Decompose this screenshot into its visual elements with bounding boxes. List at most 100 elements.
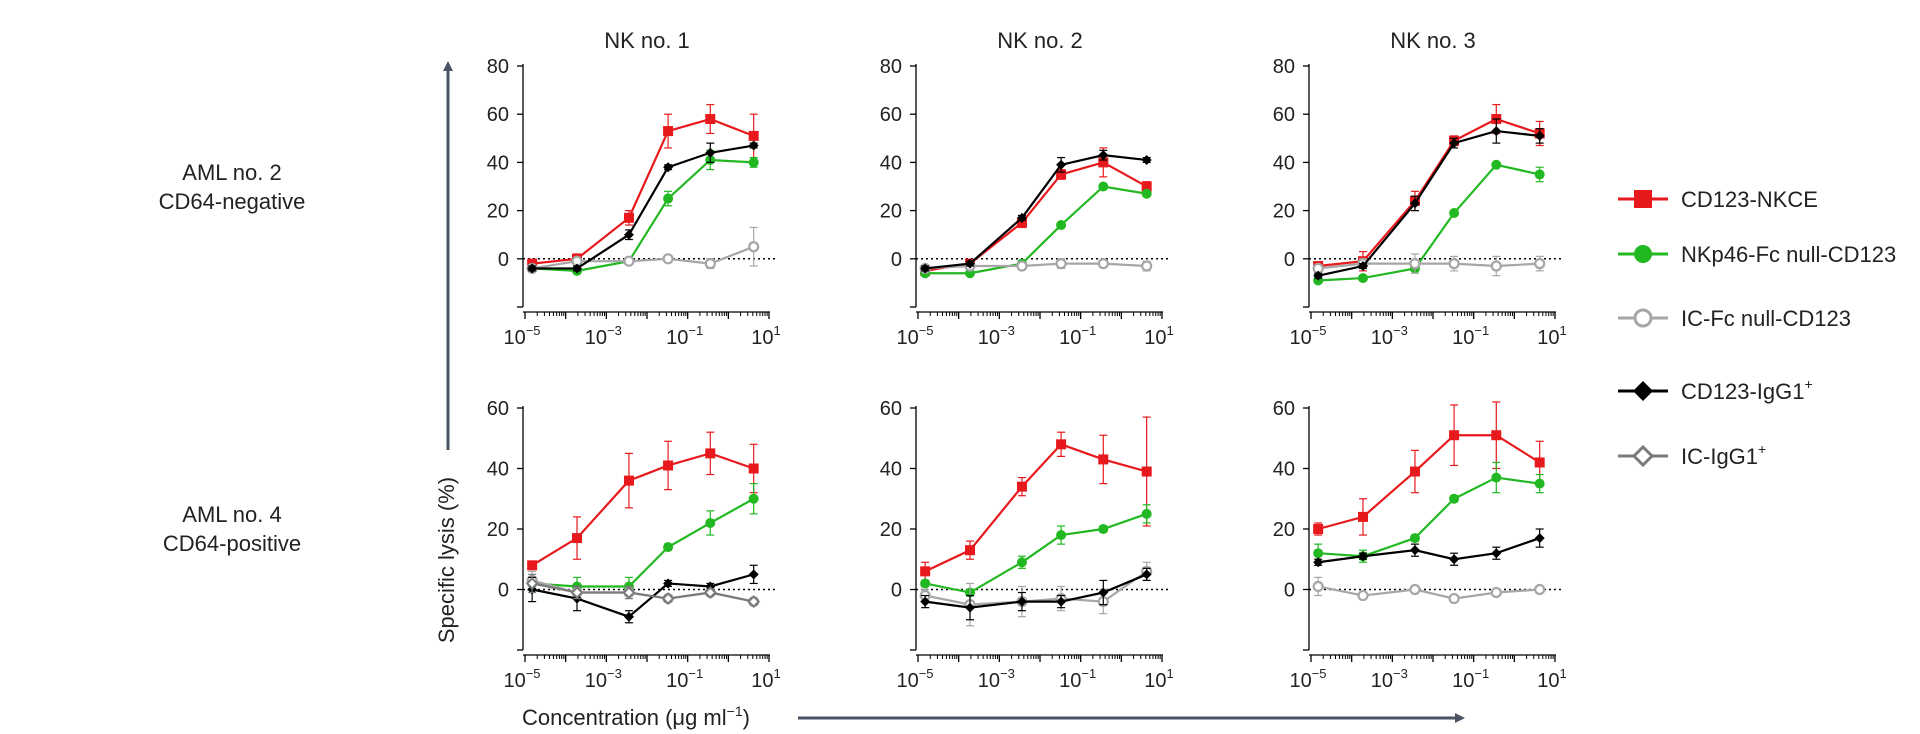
data-point <box>748 569 759 580</box>
data-point <box>1141 260 1153 272</box>
row-label-aml2-line2: CD64-negative <box>159 189 306 214</box>
x-tick-label: 10−1 <box>1059 323 1096 349</box>
data-point <box>1491 126 1502 137</box>
data-point <box>1358 551 1369 562</box>
y-tick-label: 40 <box>487 459 509 481</box>
y-tick-label: 40 <box>487 152 509 174</box>
data-point <box>1534 478 1545 489</box>
y-tick-label: 40 <box>1273 152 1295 174</box>
x-tick-label: 101 <box>1537 666 1566 692</box>
data-point <box>623 475 634 486</box>
series-line <box>531 573 754 618</box>
series-cd123-nkce <box>920 416 1152 582</box>
series-cd123-igg1 <box>1313 528 1545 568</box>
y-tick-label: 0 <box>1284 249 1295 271</box>
x-tick-label: 10−5 <box>1289 666 1326 692</box>
data-point <box>1055 258 1067 270</box>
y-tick-label: 20 <box>1273 519 1295 541</box>
x-tick-label: 10−5 <box>503 666 540 692</box>
legend-marker <box>1634 245 1652 263</box>
x-tick-label: 10−5 <box>896 323 933 349</box>
data-point <box>1409 545 1420 556</box>
data-point <box>1312 580 1324 593</box>
data-point <box>965 602 976 613</box>
legend-marker <box>1631 444 1655 468</box>
legend-item-cd123-igg1-plus: CD123-IgG1+ <box>1618 376 1813 404</box>
data-point <box>1358 511 1369 522</box>
series-cd123-igg1 <box>1313 118 1545 281</box>
x-tick-label: 101 <box>1537 323 1566 349</box>
y-tick-label: 60 <box>1273 398 1295 420</box>
data-point <box>1491 548 1502 559</box>
data-point <box>623 255 635 267</box>
panel-aml-no-4-cd64-positive-nk-no-3: 0 20 40 60 10−5 10−3 10−1 101 <box>1273 398 1567 692</box>
y-tick-label: 0 <box>1284 580 1295 602</box>
legend-label: CD123-NKCE <box>1681 187 1818 212</box>
y-tick-label: 60 <box>880 104 902 126</box>
data-point <box>1141 188 1152 199</box>
series-line <box>925 262 1147 270</box>
y-tick-label: 40 <box>1273 459 1295 481</box>
data-point <box>1313 270 1324 281</box>
data-point <box>748 157 759 168</box>
data-point <box>1016 481 1027 492</box>
data-point <box>1141 181 1152 192</box>
x-tick-label: 10−5 <box>896 666 933 692</box>
series-cd123-igg1 <box>527 140 759 274</box>
data-point <box>1534 457 1545 468</box>
column-title: NK no. 2 <box>997 28 1083 53</box>
x-axis-label-main: Concentration (μg ml <box>522 705 727 730</box>
data-point <box>1141 508 1152 519</box>
x-tick-label: 10−1 <box>1452 666 1489 692</box>
data-point <box>1056 220 1067 231</box>
data-point <box>1098 587 1109 598</box>
x-tick-label: 10−3 <box>1371 666 1408 692</box>
series-line <box>1318 163 1540 282</box>
data-point <box>1449 208 1460 219</box>
data-point <box>1409 466 1420 477</box>
panel-aml-no-2-cd64-negative-nk-no-1: NK no. 1 0 20 40 60 80 10−5 10−3 10−1 101 <box>487 28 781 349</box>
column-title: NK no. 1 <box>604 28 690 53</box>
data-point <box>1534 169 1545 180</box>
y-tick-label: 20 <box>487 519 509 541</box>
data-point <box>1313 557 1324 568</box>
data-point <box>1409 533 1420 544</box>
series-nkp46-fc-null-cd123 <box>527 149 759 276</box>
data-point <box>1016 212 1027 223</box>
legend-item-ic-igg1-plus: IC-IgG1+ <box>1618 441 1766 469</box>
legend-marker <box>1633 381 1653 401</box>
data-point <box>1449 138 1460 149</box>
series-line <box>531 582 754 603</box>
data-point <box>1490 586 1502 599</box>
series-line <box>925 154 1147 270</box>
series-cd123-nkce <box>527 103 759 269</box>
y-tick-label: 20 <box>1273 201 1295 223</box>
series-cd123-nkce <box>1313 103 1545 272</box>
series-ic-fc-null-cd123 <box>1312 576 1546 605</box>
data-point <box>1358 261 1369 272</box>
data-point <box>663 578 674 589</box>
data-point <box>705 517 716 528</box>
legend-label: IC-IgG1+ <box>1681 441 1766 469</box>
panel-aml-no-4-cd64-positive-nk-no-2: 0 20 40 60 10−5 10−3 10−1 101 <box>880 398 1174 692</box>
series-line <box>1317 129 1540 277</box>
data-point <box>1491 430 1502 441</box>
data-point <box>1098 150 1109 161</box>
y-tick-label: 40 <box>880 459 902 481</box>
data-point <box>1056 596 1067 607</box>
data-point <box>1141 466 1152 477</box>
x-tick-label: 10−1 <box>666 323 703 349</box>
data-point <box>622 586 636 599</box>
data-point <box>1491 159 1502 170</box>
y-tick-label: 20 <box>487 201 509 223</box>
data-point <box>1313 548 1324 559</box>
data-point <box>965 258 976 269</box>
series-line <box>924 443 1147 573</box>
y-tick-label: 60 <box>1273 104 1295 126</box>
data-point <box>1056 169 1067 180</box>
data-point <box>1491 472 1502 483</box>
series-line <box>925 185 1147 275</box>
data-point <box>1409 258 1421 270</box>
data-point <box>705 147 716 158</box>
x-tick-label: 101 <box>1144 666 1173 692</box>
